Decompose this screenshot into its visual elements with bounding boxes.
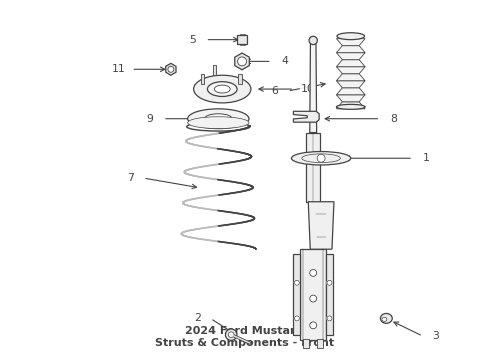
Ellipse shape xyxy=(292,152,351,165)
Circle shape xyxy=(310,322,317,329)
Circle shape xyxy=(310,295,317,302)
Text: 2024 Ford Mustang
Struts & Components - Front: 2024 Ford Mustang Struts & Components - … xyxy=(155,327,335,348)
Polygon shape xyxy=(166,63,176,75)
Circle shape xyxy=(327,280,332,285)
Ellipse shape xyxy=(188,109,249,129)
Ellipse shape xyxy=(204,114,232,123)
Bar xyxy=(213,66,216,75)
Text: 9: 9 xyxy=(147,114,153,124)
Bar xyxy=(237,36,247,44)
Circle shape xyxy=(309,36,318,45)
Bar xyxy=(240,34,245,45)
Text: 10: 10 xyxy=(300,84,314,94)
Ellipse shape xyxy=(188,117,249,129)
Ellipse shape xyxy=(302,154,341,163)
Polygon shape xyxy=(310,44,317,132)
Polygon shape xyxy=(294,111,319,122)
Text: 2: 2 xyxy=(194,313,201,323)
Bar xyxy=(303,339,310,348)
Ellipse shape xyxy=(207,82,237,96)
Circle shape xyxy=(168,66,174,72)
Ellipse shape xyxy=(194,75,251,103)
Circle shape xyxy=(225,329,237,341)
Ellipse shape xyxy=(337,33,365,40)
Circle shape xyxy=(238,57,246,66)
Text: 7: 7 xyxy=(127,173,134,183)
Bar xyxy=(294,254,300,335)
Polygon shape xyxy=(337,46,365,53)
Ellipse shape xyxy=(337,104,365,109)
Polygon shape xyxy=(308,202,334,249)
Ellipse shape xyxy=(214,85,230,93)
Bar xyxy=(300,249,326,340)
Polygon shape xyxy=(337,95,365,102)
Circle shape xyxy=(294,280,299,285)
Polygon shape xyxy=(337,39,365,46)
Bar xyxy=(306,132,320,202)
Text: 4: 4 xyxy=(281,57,288,66)
Text: 6: 6 xyxy=(271,86,278,96)
Circle shape xyxy=(317,154,325,162)
Bar xyxy=(326,254,333,335)
Circle shape xyxy=(327,316,332,321)
Ellipse shape xyxy=(380,314,392,323)
Polygon shape xyxy=(337,67,365,74)
Text: 11: 11 xyxy=(112,64,125,74)
Ellipse shape xyxy=(382,318,387,321)
Polygon shape xyxy=(235,53,249,70)
Polygon shape xyxy=(337,88,365,95)
Bar xyxy=(238,74,242,84)
Polygon shape xyxy=(337,81,365,88)
Polygon shape xyxy=(337,53,365,60)
Bar xyxy=(317,339,323,348)
Polygon shape xyxy=(337,102,365,109)
Polygon shape xyxy=(337,60,365,67)
Text: 5: 5 xyxy=(189,35,196,45)
Text: 1: 1 xyxy=(422,153,429,163)
Circle shape xyxy=(294,316,299,321)
Text: 3: 3 xyxy=(432,331,439,341)
Polygon shape xyxy=(337,74,365,81)
Text: 8: 8 xyxy=(390,114,397,124)
Circle shape xyxy=(310,269,317,276)
Bar xyxy=(201,74,204,84)
Circle shape xyxy=(228,332,234,337)
